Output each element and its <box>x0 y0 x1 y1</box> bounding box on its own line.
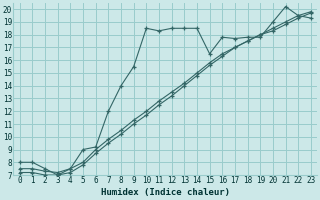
X-axis label: Humidex (Indice chaleur): Humidex (Indice chaleur) <box>101 188 230 197</box>
